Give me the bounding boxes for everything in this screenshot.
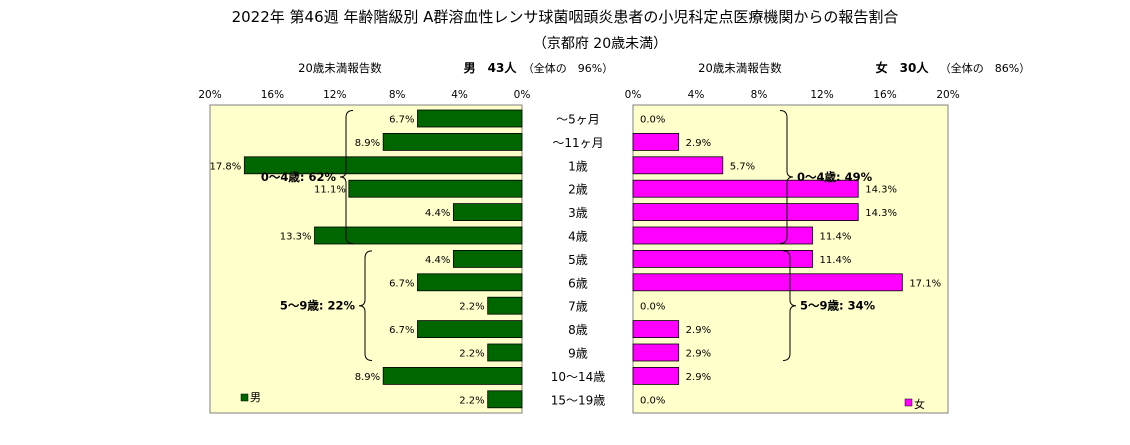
male-bar-value-label: 2.2% xyxy=(459,395,484,406)
female-legend-label: 女 xyxy=(914,397,925,411)
male-age-group-brace xyxy=(358,250,373,361)
male-bar xyxy=(243,156,523,175)
female-summary-note: （全体の 86%） xyxy=(940,61,1030,75)
male-age-group-brace xyxy=(339,110,354,244)
age-category-label: 4歳 xyxy=(568,230,588,244)
age-category-label: 15～19歳 xyxy=(551,393,606,407)
male-legend-swatch xyxy=(240,393,249,402)
female-bar-value-label: 14.3% xyxy=(865,208,897,219)
female-bar xyxy=(632,273,903,292)
age-category-label: ～11ヶ月 xyxy=(552,136,603,150)
female-axis-tick-label: 16% xyxy=(873,89,896,101)
male-bar xyxy=(417,320,523,339)
age-category-label: 5歳 xyxy=(568,253,588,267)
male-bar-value-label: 6.7% xyxy=(389,115,414,126)
male-axis-tick-label: 0% xyxy=(514,89,531,101)
age-category-label: 3歳 xyxy=(568,206,588,220)
male-bar-value-label: 13.3% xyxy=(280,232,312,243)
female-age-group-label: 0～4歳: 49% xyxy=(797,170,873,184)
age-category-label: 10～14歳 xyxy=(551,370,606,384)
female-bar xyxy=(632,226,813,245)
male-bar-value-label: 4.4% xyxy=(425,208,450,219)
male-axis-tick-label: 20% xyxy=(198,89,221,101)
female-bar xyxy=(632,249,813,268)
male-bar xyxy=(487,390,523,409)
male-bar-value-label: 6.7% xyxy=(389,325,414,336)
age-category-label: 2歳 xyxy=(568,183,588,197)
male-bar xyxy=(487,296,523,315)
female-bar-value-label: 14.3% xyxy=(865,185,897,196)
age-category-label: 1歳 xyxy=(568,159,588,173)
female-bar xyxy=(632,203,859,222)
male-bar-value-label: 6.7% xyxy=(389,278,414,289)
female-bar xyxy=(632,179,859,198)
female-bar-value-label: 0.0% xyxy=(640,302,665,313)
male-bar-value-label: 8.9% xyxy=(355,138,380,149)
female-bar-value-label: 5.7% xyxy=(730,161,755,172)
male-axis-tick-label: 16% xyxy=(261,89,284,101)
chart-subtitle: （京都府 20歳未満） xyxy=(533,36,667,52)
female-header-label: 20歳未満報告数 xyxy=(698,61,782,75)
male-bar-value-label: 2.2% xyxy=(459,302,484,313)
female-legend-swatch xyxy=(904,398,913,407)
female-age-group-brace xyxy=(779,110,794,244)
male-bar-value-label: 11.1% xyxy=(314,185,346,196)
female-bar xyxy=(632,366,680,385)
female-axis-tick-label: 0% xyxy=(625,89,642,101)
male-bar-value-label: 4.4% xyxy=(425,255,450,266)
male-header-label: 20歳未満報告数 xyxy=(298,61,382,75)
male-axis-tick-label: 8% xyxy=(389,89,406,101)
female-bar-value-label: 0.0% xyxy=(640,395,665,406)
female-bar xyxy=(632,343,680,362)
female-bar-value-label: 2.9% xyxy=(686,349,711,360)
male-age-group-label: 5～9歳: 22% xyxy=(280,299,356,313)
male-bar-value-label: 2.2% xyxy=(459,349,484,360)
female-bar-value-label: 17.1% xyxy=(909,278,941,289)
female-bar-value-label: 2.9% xyxy=(686,138,711,149)
female-bar-value-label: 2.9% xyxy=(686,372,711,383)
female-bar-value-label: 0.0% xyxy=(640,115,665,126)
female-axis-tick-label: 20% xyxy=(936,89,959,101)
female-age-group-label: 5～9歳: 34% xyxy=(800,299,876,313)
female-bar-value-label: 11.4% xyxy=(820,255,852,266)
female-axis-tick-label: 8% xyxy=(751,89,768,101)
male-bar xyxy=(452,203,523,222)
age-category-label: 7歳 xyxy=(568,300,588,314)
male-age-group-label: 0～4歳: 62% xyxy=(261,170,337,184)
male-bar xyxy=(314,226,523,245)
female-axis-tick-label: 12% xyxy=(810,89,833,101)
male-bar xyxy=(452,249,523,268)
age-category-label: ～5ヶ月 xyxy=(556,113,600,127)
male-bar-value-label: 17.8% xyxy=(210,161,242,172)
male-bar-value-label: 8.9% xyxy=(355,372,380,383)
male-bar xyxy=(348,179,523,198)
female-bar xyxy=(632,132,680,151)
age-category-label: 8歳 xyxy=(568,323,588,337)
female-bar-value-label: 2.9% xyxy=(686,325,711,336)
male-bar xyxy=(382,366,523,385)
chart-title: 2022年 第46週 年齢階級別 A群溶血性レンサ球菌咽頭炎患者の小児科定点医療… xyxy=(232,8,899,26)
female-bar-value-label: 11.4% xyxy=(820,232,852,243)
male-bar xyxy=(487,343,523,362)
female-bar xyxy=(632,320,680,339)
male-legend-label: 男 xyxy=(250,391,261,404)
female-bar xyxy=(632,156,724,175)
male-bar xyxy=(417,109,523,128)
male-bar xyxy=(417,273,523,292)
female-age-group-brace xyxy=(782,250,797,361)
age-category-label: 6歳 xyxy=(568,276,588,290)
female-summary-label: 女 30人 xyxy=(876,60,930,75)
male-summary-note: （全体の 96%） xyxy=(523,61,613,75)
male-axis-tick-label: 4% xyxy=(451,89,468,101)
male-axis-tick-label: 12% xyxy=(323,89,346,101)
female-axis-tick-label: 4% xyxy=(688,89,705,101)
male-bar xyxy=(382,132,523,151)
male-summary-label: 男 43人 xyxy=(464,60,518,75)
age-category-label: 9歳 xyxy=(568,347,588,361)
